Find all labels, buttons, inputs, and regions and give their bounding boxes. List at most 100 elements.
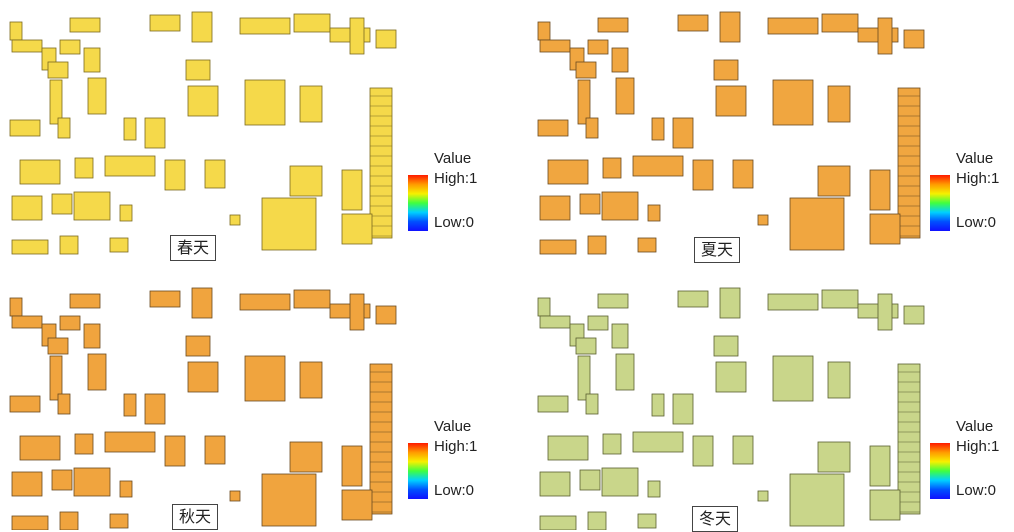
building-footprint [109,513,129,529]
building-footprint [9,119,41,137]
building-footprint [244,355,286,402]
building-footprint [123,117,137,141]
building-footprint [299,85,323,123]
building-map-autumn [9,287,397,530]
building-footprint [51,193,73,215]
building-footprint [597,293,629,309]
building-map-summer [537,11,925,255]
building-footprint [647,204,661,222]
legend-low-label: Low:0 [434,482,475,499]
legend-color-ramp [930,175,950,231]
building-footprint [229,214,241,226]
building-footprint [73,191,111,221]
building-footprint [715,361,747,393]
building-footprint [144,393,166,425]
building-footprint [11,195,43,221]
legend-title: Value [956,150,994,167]
building-footprint [587,235,607,255]
building-footprint [51,469,73,491]
building-footprint [57,393,71,415]
building-footprint [585,393,599,415]
building-footprint [539,471,571,497]
building-footprint [49,355,63,401]
building-footprint [185,59,211,81]
building-footprint [59,39,81,55]
building-footprint [611,47,629,73]
building-footprint [341,169,363,211]
building-footprint [539,239,577,255]
building-footprint [57,117,71,139]
building-footprint [587,315,609,331]
building-footprint [757,490,769,502]
building-footprint [261,473,317,527]
building-footprint [715,85,747,117]
building-footprint [341,213,373,245]
building-footprint [575,337,597,355]
season-label-autumn: 秋天 [172,504,219,530]
building-footprint [187,85,219,117]
legend-high-label: High:1 [956,170,1000,187]
building-footprint [74,157,94,179]
legend-color-ramp [930,443,950,499]
building-footprint [877,293,893,331]
legend-winter: Value High:1 Low:0 [930,418,1014,518]
building-footprint [204,435,226,465]
building-footprint [185,335,211,357]
building-footprint [73,467,111,497]
legend-title: Value [956,418,994,435]
building-footprint [713,59,739,81]
building-footprint [83,323,101,349]
building-footprint [11,39,43,53]
building-footprint [239,17,291,35]
building-map-spring [9,11,397,255]
building-footprint [732,159,754,189]
building-footprint [87,353,107,391]
building-footprint [672,393,694,425]
building-footprint [869,213,901,245]
building-footprint [692,435,714,467]
building-footprint [59,315,81,331]
building-footprint [537,119,569,137]
building-footprint [677,290,709,308]
building-footprint [637,237,657,253]
building-footprint [9,21,23,41]
building-map-winter [537,287,925,530]
building-footprint [827,85,851,123]
building-footprint [539,315,571,329]
building-footprint [732,435,754,465]
legend-high-label: High:1 [956,438,1000,455]
building-footprint [789,197,845,251]
building-footprint [821,289,859,309]
building-footprint [817,165,851,197]
building-footprint [651,393,665,417]
building-footprint [817,441,851,473]
building-footprint [615,77,635,115]
building-footprint [369,87,393,239]
building-footprint [585,117,599,139]
building-footprint [719,11,741,43]
legend-high-label: High:1 [434,170,478,187]
building-footprint [547,435,589,461]
building-footprint [11,471,43,497]
legend-low-label: Low:0 [956,482,997,499]
building-footprint [349,293,365,331]
building-footprint [83,47,101,73]
legend-high-label: High:1 [434,438,478,455]
building-footprint [537,297,551,317]
building-footprint [123,393,137,417]
building-footprint [144,117,166,149]
building-footprint [579,193,601,215]
building-footprint [299,361,323,399]
building-footprint [692,159,714,191]
building-footprint [104,155,156,177]
building-footprint [375,305,397,325]
building-footprint [637,513,657,529]
legend-color-ramp [408,175,428,231]
building-footprint [869,445,891,487]
map-panel-autumn: 秋天 [0,276,400,530]
building-footprint [19,159,61,185]
building-footprint [191,287,213,319]
building-footprint [601,191,639,221]
building-footprint [579,469,601,491]
building-footprint [587,511,607,530]
